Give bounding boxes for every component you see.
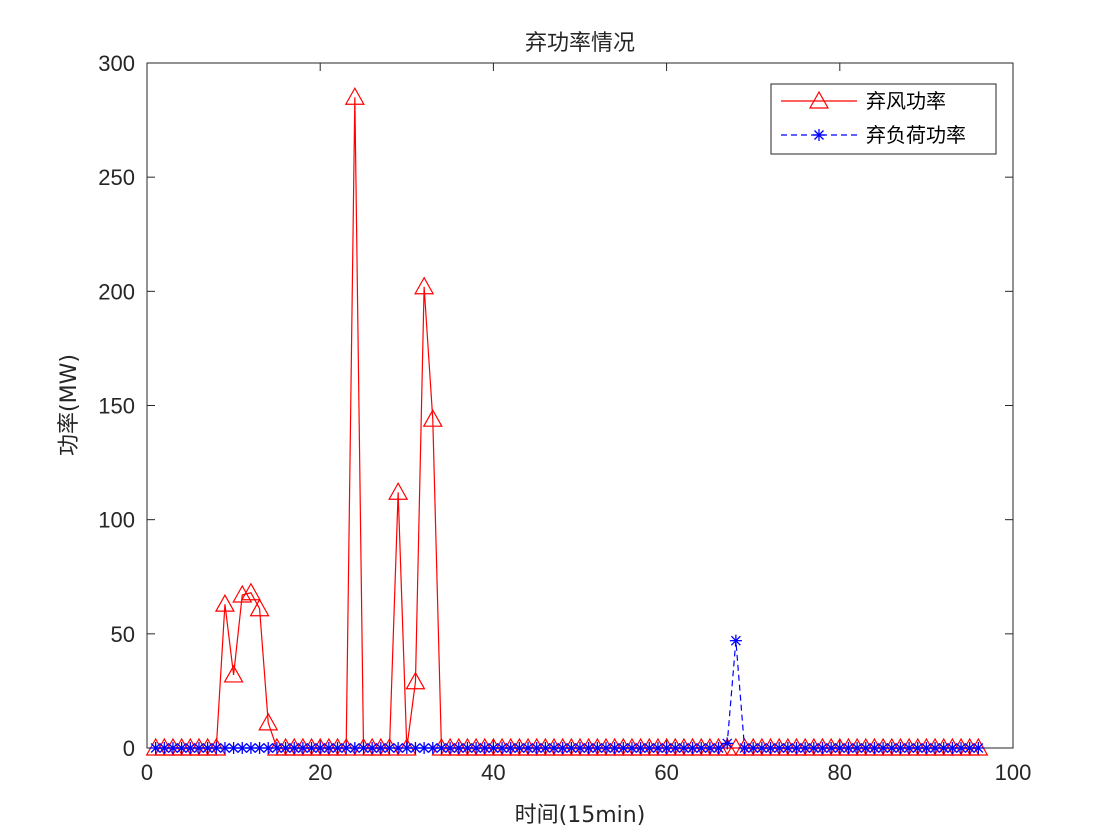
data-point <box>223 664 244 683</box>
data-point <box>755 742 768 754</box>
y-tick-label: 50 <box>111 622 135 647</box>
data-point <box>210 742 223 754</box>
data-point <box>885 742 898 754</box>
data-point <box>158 742 171 754</box>
data-point <box>487 742 500 754</box>
data-point <box>206 737 227 756</box>
data-point <box>669 742 682 754</box>
data-point <box>258 712 279 731</box>
legend-marker <box>813 129 825 141</box>
y-tick-label: 300 <box>98 51 135 76</box>
x-axis-title: 时间(15min) <box>515 803 646 828</box>
data-point <box>729 634 742 647</box>
data-point <box>721 737 734 750</box>
chart-title: 弃功率情况 <box>525 31 635 56</box>
data-point <box>530 742 543 754</box>
data-point <box>513 742 526 754</box>
data-point <box>201 742 214 754</box>
data-point <box>379 737 400 756</box>
x-axis-ticks: 0 20 40 60 80 100 <box>141 63 1031 785</box>
x-tick-label: 100 <box>995 760 1032 785</box>
data-point <box>968 737 989 756</box>
data-point <box>240 582 261 601</box>
y-axis-ticks: 0 50 100 150 200 250 300 <box>98 51 1013 761</box>
x-tick-label: 40 <box>481 760 505 785</box>
x-tick-label: 80 <box>828 760 852 785</box>
data-point <box>314 742 327 754</box>
plot-area <box>146 62 1014 749</box>
data-point <box>383 742 396 754</box>
data-point <box>344 87 365 105</box>
data-point <box>218 742 231 754</box>
data-point <box>184 742 197 754</box>
data-point <box>396 737 417 756</box>
series-load-shedding <box>149 634 985 754</box>
y-tick-label: 100 <box>98 508 135 533</box>
y-tick-label: 0 <box>123 736 135 761</box>
data-point <box>773 742 786 754</box>
data-point <box>539 742 552 754</box>
data-point <box>470 742 483 754</box>
x-tick-label: 20 <box>308 760 332 785</box>
legend: 弃风功率 弃负荷功率 <box>770 83 997 155</box>
data-point <box>336 737 357 756</box>
data-point <box>232 584 253 603</box>
data-point <box>972 742 985 754</box>
data-point <box>249 598 270 617</box>
data-point <box>608 742 621 754</box>
data-point <box>262 742 275 754</box>
legend-swatch-load <box>781 129 857 141</box>
data-point <box>790 742 803 754</box>
data-point <box>816 742 829 754</box>
data-point <box>388 482 409 500</box>
legend-box <box>770 83 997 155</box>
y-tick-label: 150 <box>98 394 135 419</box>
legend-label-wind: 弃风功率 <box>866 89 946 113</box>
legend-marker <box>808 90 830 109</box>
y-tick-label: 200 <box>98 279 135 304</box>
data-point <box>414 276 435 295</box>
legend-swatch-wind <box>781 90 857 109</box>
data-point <box>405 671 426 690</box>
y-axis-title: 功率(MW) <box>57 354 82 456</box>
data-point <box>214 593 235 612</box>
x-tick-label: 0 <box>141 760 153 785</box>
legend-label-load: 弃负荷功率 <box>866 123 966 147</box>
data-point <box>617 742 630 754</box>
x-tick-label: 60 <box>654 760 678 785</box>
data-point <box>712 742 725 754</box>
series-layer <box>145 87 989 756</box>
data-point <box>422 408 443 427</box>
y-tick-label: 250 <box>98 165 135 190</box>
